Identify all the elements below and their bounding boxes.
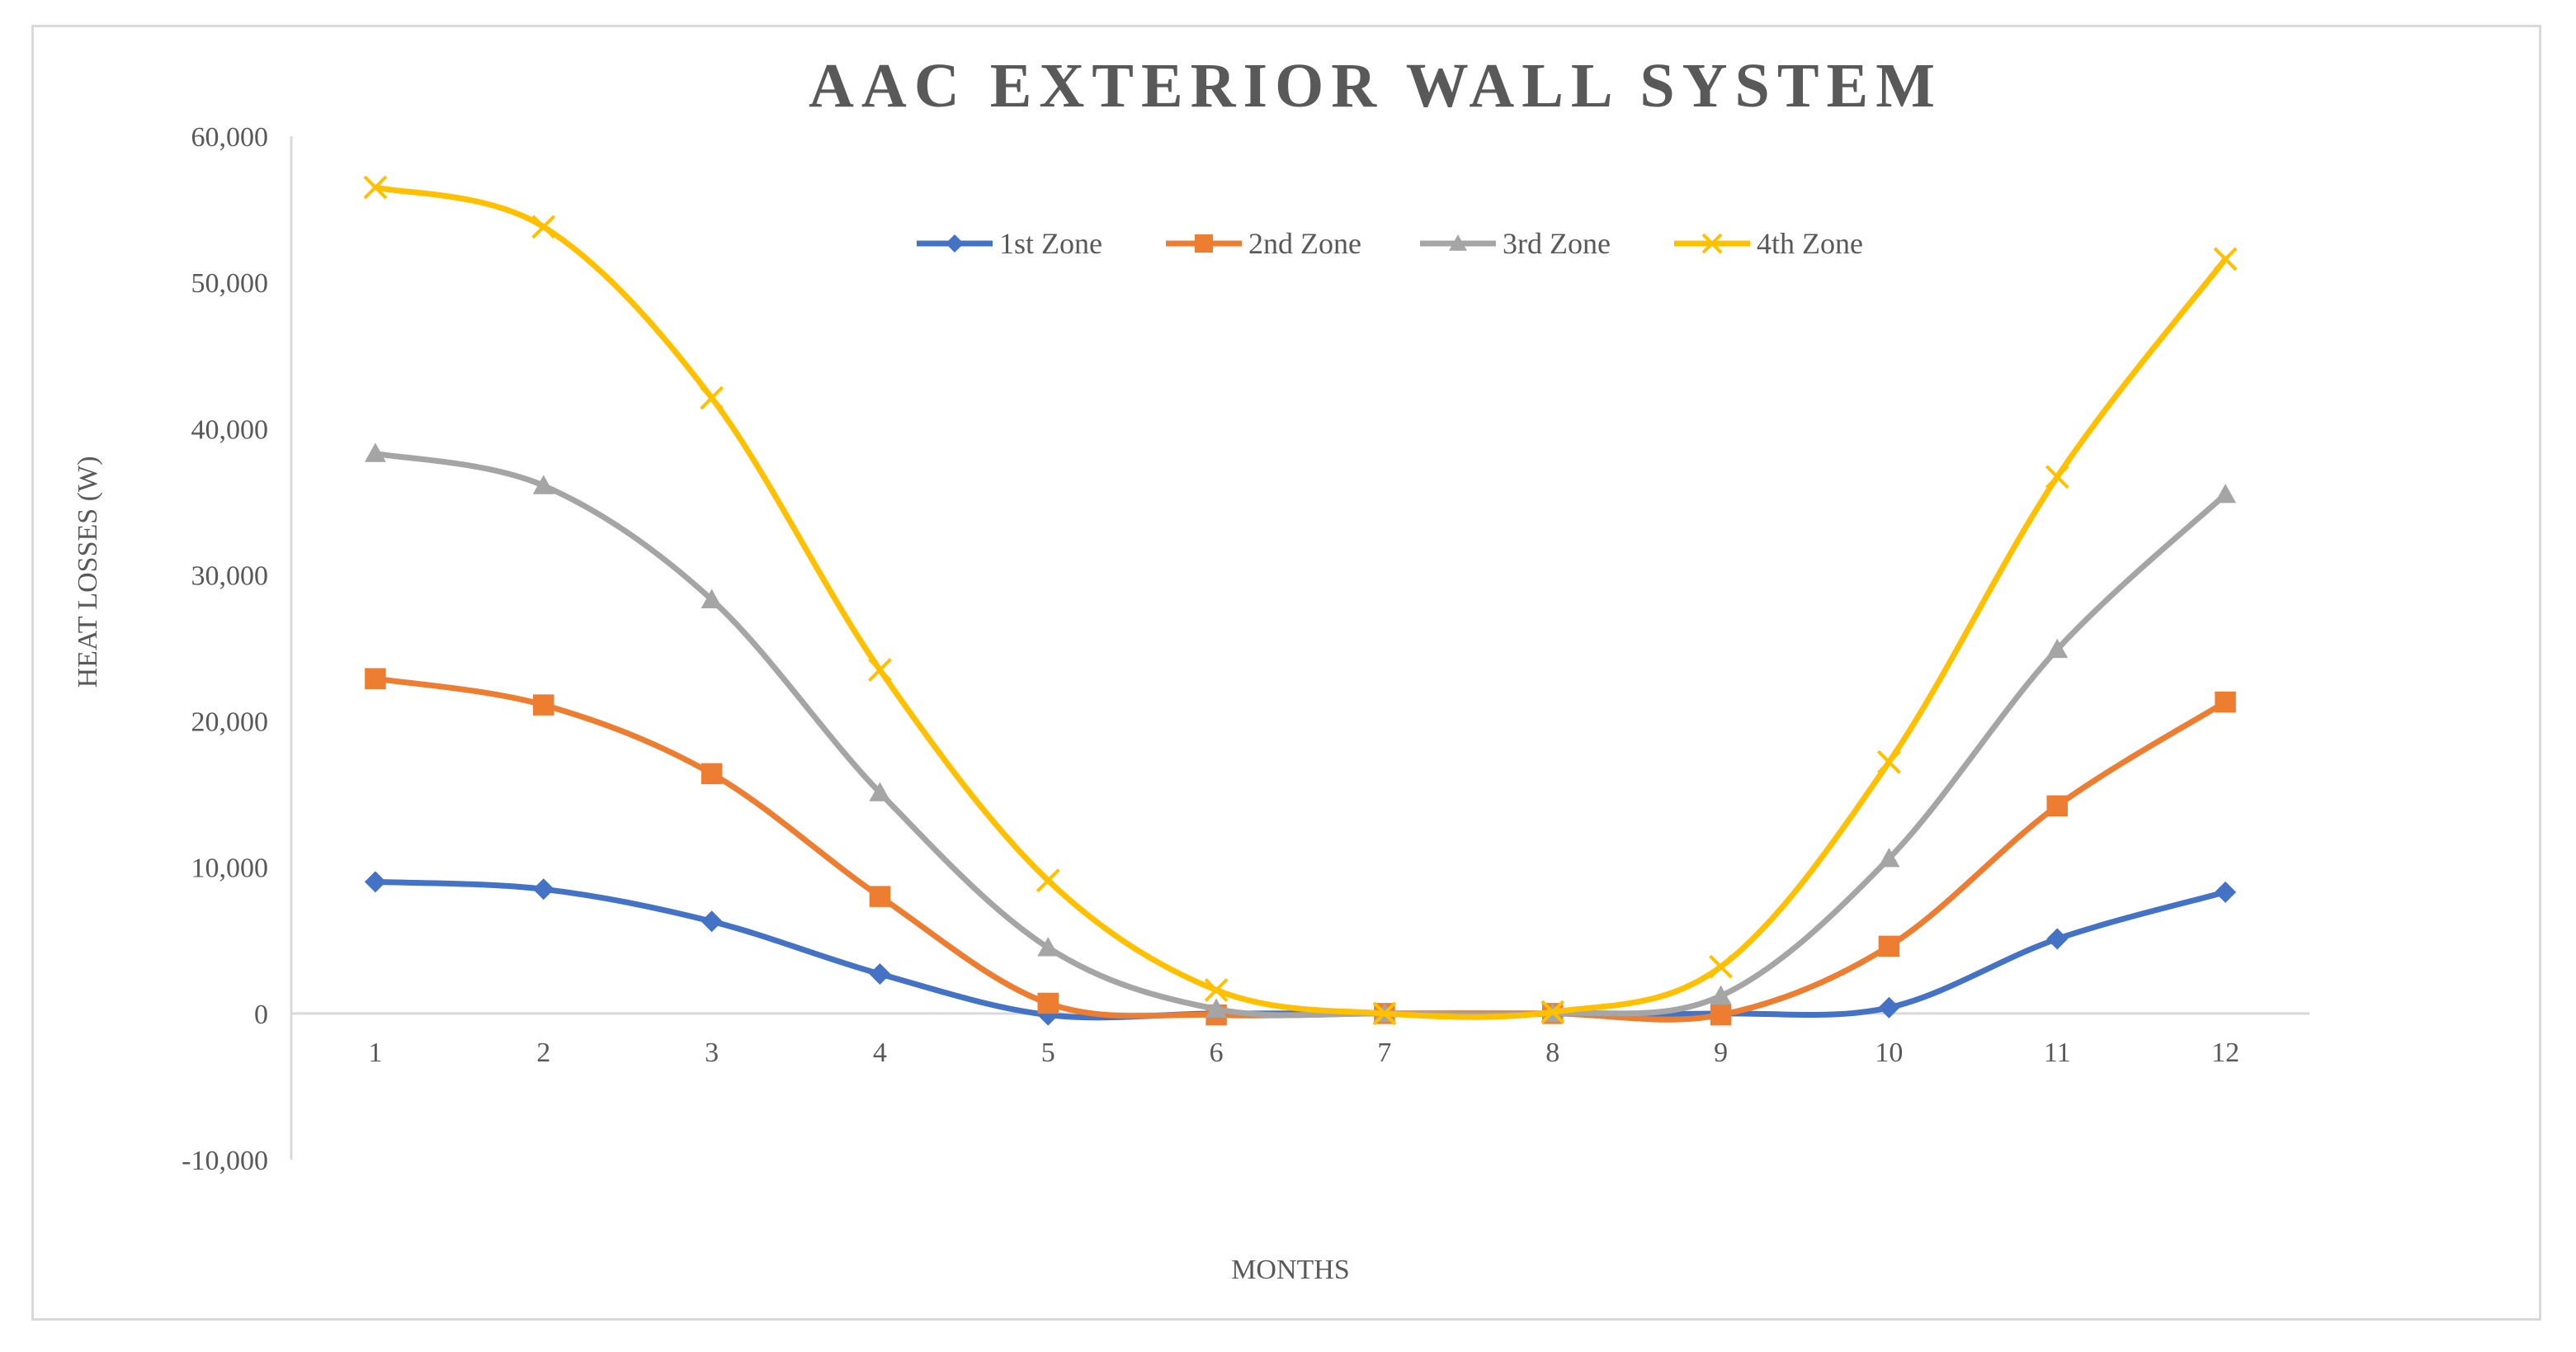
data-point-4th-zone	[531, 215, 556, 239]
legend-label: 1st Zone	[999, 227, 1102, 260]
data-point-2nd-zone	[2215, 691, 2236, 713]
chart-frame: AAC EXTERIOR WALL SYSTEM 1st Zone 2nd Zon…	[31, 25, 2541, 1321]
data-point-4th-zone	[1036, 868, 1060, 893]
y-tick-label: 60,000	[191, 122, 269, 153]
data-point-2nd-zone	[1710, 1004, 1732, 1026]
data-point-4th-zone	[1709, 954, 1733, 979]
data-point-1st-zone	[869, 963, 891, 986]
x-tick-label: 12	[2211, 1038, 2239, 1068]
chart-title: AAC EXTERIOR WALL SYSTEM	[809, 51, 1942, 121]
data-point-3rd-zone	[1878, 848, 1900, 867]
data-point-4th-zone	[1877, 749, 1901, 774]
chart-svg: AAC EXTERIOR WALL SYSTEM 1st Zone 2nd Zon…	[73, 51, 2309, 1285]
data-point-3rd-zone	[869, 782, 891, 801]
data-point-4th-zone	[1540, 1000, 1565, 1024]
data-point-4th-zone	[1204, 978, 1229, 1002]
data-point-2nd-zone	[2046, 795, 2068, 817]
data-point-3rd-zone	[532, 475, 554, 494]
data-point-4th-zone	[2213, 247, 2238, 272]
data-point-3rd-zone	[364, 442, 386, 462]
legend-item-3rd-zone: 3rd Zone	[1420, 227, 1611, 260]
data-point-3rd-zone	[1205, 998, 1228, 1018]
series-4th-zone	[363, 175, 2238, 1026]
legend-label: 3rd Zone	[1503, 227, 1611, 260]
x-tick-label: 4	[873, 1038, 887, 1068]
data-point-2nd-zone	[365, 668, 386, 689]
data-point-1st-zone	[2215, 881, 2237, 903]
data-point-4th-zone	[868, 658, 892, 682]
series-line-2nd-zone	[372, 675, 2229, 1023]
series-layer	[363, 175, 2238, 1026]
data-point-3rd-zone	[1710, 985, 1732, 1005]
data-point-4th-zone	[2045, 465, 2069, 489]
legend-marker-4th-zone	[1701, 233, 1723, 254]
data-point-1st-zone	[2046, 928, 2069, 950]
series-2nd-zone	[365, 668, 2236, 1026]
x-tick-label: 7	[1377, 1038, 1391, 1068]
x-tick-label: 10	[1875, 1038, 1903, 1068]
data-point-3rd-zone	[2215, 484, 2237, 503]
x-tick-label: 1	[368, 1038, 382, 1068]
data-point-4th-zone	[700, 385, 724, 410]
series-line-3rd-zone	[372, 450, 2229, 1019]
y-tick-label: 50,000	[191, 268, 269, 299]
data-point-3rd-zone	[701, 589, 723, 608]
x-tick-label: 6	[1210, 1038, 1224, 1068]
y-axis-ticks: 60,000 50,000 40,000 30,000 20,000 10,000 0 -10…	[182, 122, 268, 1176]
x-axis-label: MONTHS	[1231, 1255, 1350, 1285]
data-point-1st-zone	[1878, 996, 1900, 1019]
y-tick-label: 20,000	[191, 707, 269, 738]
legend-marker-2nd-zone	[1194, 234, 1214, 253]
legend-label: 2nd Zone	[1248, 227, 1361, 260]
data-point-2nd-zone	[1878, 935, 1900, 957]
series-3rd-zone	[364, 442, 2237, 1023]
y-tick-label: -10,000	[182, 1146, 268, 1176]
data-point-1st-zone	[364, 871, 386, 893]
series-line-4th-zone	[372, 184, 2229, 1020]
x-tick-label: 8	[1545, 1038, 1559, 1068]
data-point-2nd-zone	[701, 763, 723, 785]
y-tick-label: 10,000	[191, 853, 269, 884]
data-point-1st-zone	[701, 910, 723, 933]
legend-label: 4th Zone	[1757, 227, 1863, 260]
legend-marker-1st-zone	[946, 234, 964, 253]
x-tick-label: 11	[2044, 1038, 2071, 1068]
data-point-2nd-zone	[1037, 992, 1059, 1014]
x-axis-ticks: 1 2 3 4 5 6 7 8 9 10 11 12	[368, 1038, 2239, 1068]
data-point-1st-zone	[532, 878, 554, 901]
data-point-4th-zone	[1372, 1001, 1397, 1026]
data-point-3rd-zone	[2046, 638, 2069, 659]
legend: 1st Zone 2nd Zone 3rd Zone 4th Zone	[917, 227, 1863, 260]
legend-item-1st-zone: 1st Zone	[917, 227, 1102, 260]
y-tick-label: 0	[254, 1000, 268, 1030]
x-tick-label: 5	[1041, 1038, 1055, 1068]
legend-item-2nd-zone: 2nd Zone	[1166, 227, 1361, 260]
legend-marker-3rd-zone	[1449, 234, 1467, 251]
data-point-3rd-zone	[1037, 937, 1059, 957]
y-tick-label: 30,000	[191, 560, 269, 591]
x-tick-label: 9	[1714, 1038, 1728, 1068]
y-axis-label: HEAT LOSSES (W)	[73, 456, 103, 688]
y-tick-label: 40,000	[191, 414, 269, 445]
data-point-2nd-zone	[869, 886, 891, 907]
legend-item-4th-zone: 4th Zone	[1674, 227, 1863, 260]
x-tick-label: 3	[705, 1038, 719, 1068]
x-tick-label: 2	[536, 1038, 550, 1068]
data-point-2nd-zone	[533, 694, 554, 716]
data-point-4th-zone	[363, 175, 388, 200]
